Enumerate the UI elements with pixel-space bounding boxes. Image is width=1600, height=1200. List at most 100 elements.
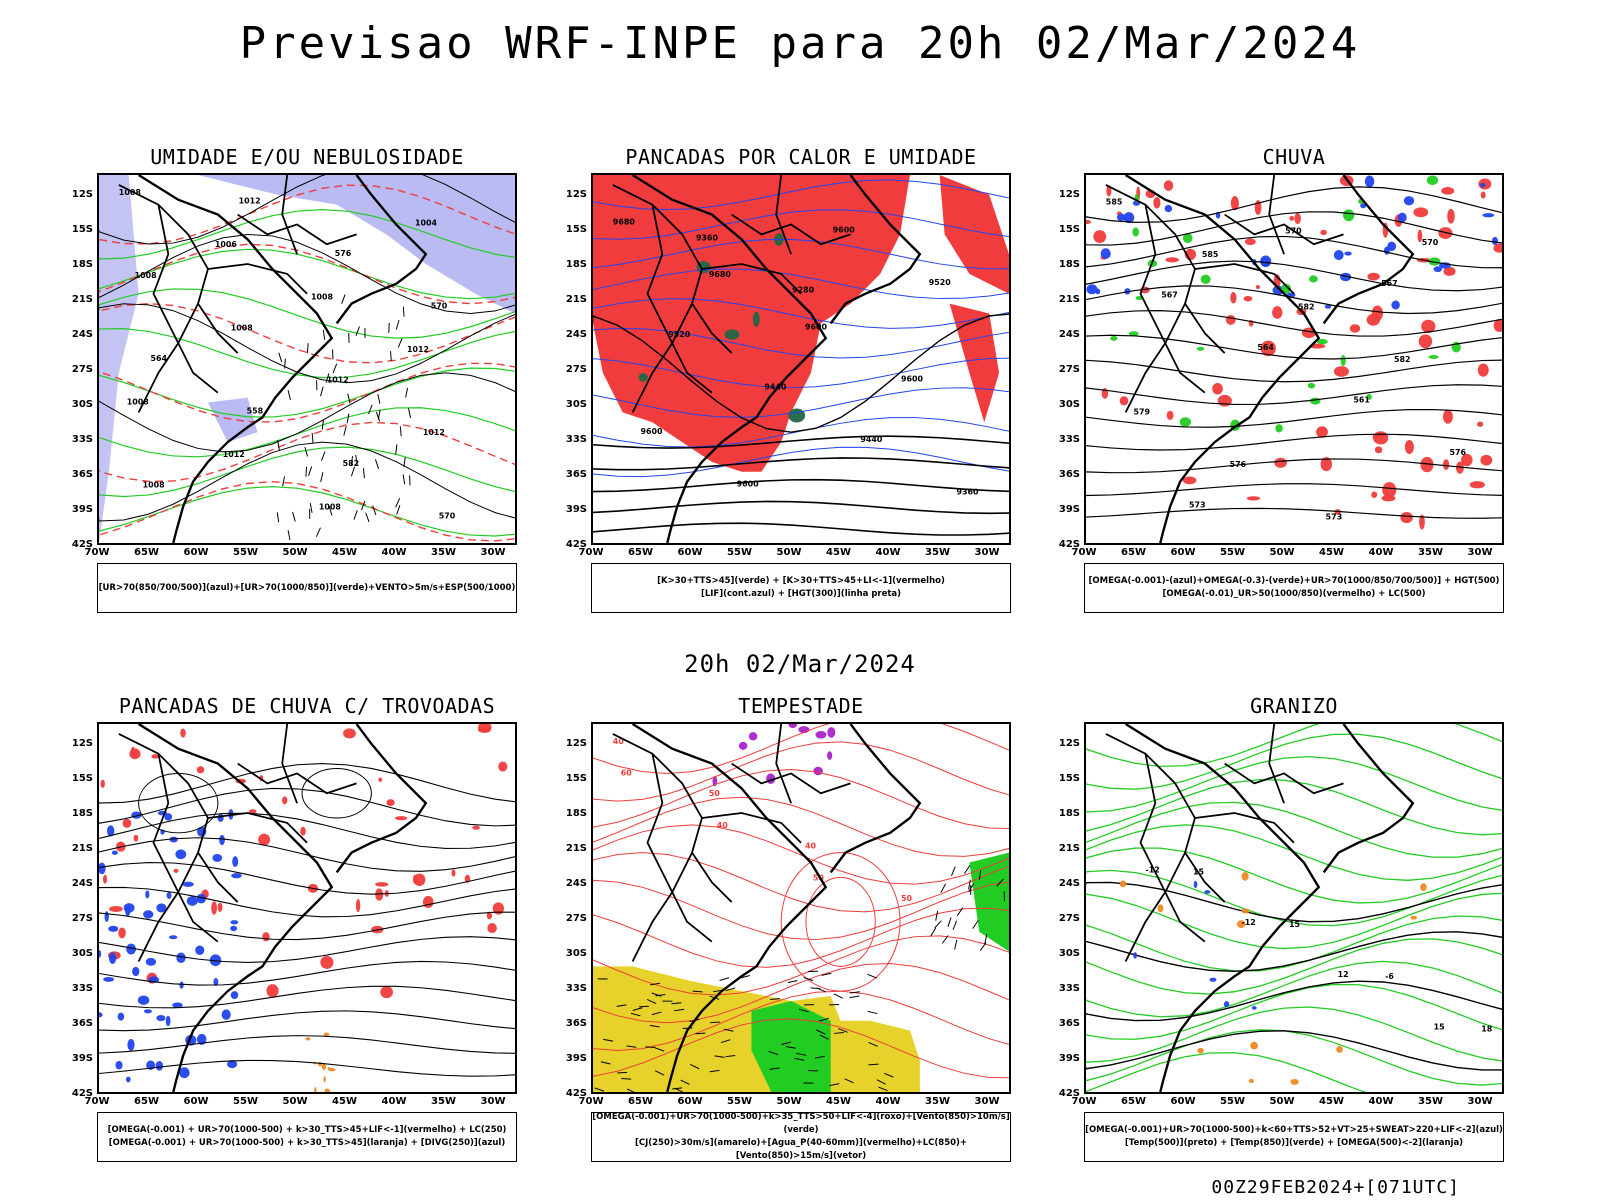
storm-patch bbox=[173, 868, 179, 873]
lat-tick-label: 21S bbox=[1058, 843, 1080, 854]
omega-patch bbox=[1482, 213, 1495, 218]
lon-tick-label: 55W bbox=[727, 547, 752, 558]
coastline-north bbox=[1322, 724, 1415, 874]
lon-tick-label: 65W bbox=[134, 547, 159, 558]
rain-patch bbox=[1419, 514, 1425, 530]
hgt300-contour bbox=[593, 478, 1009, 493]
lat-tick-label: 27S bbox=[565, 364, 587, 375]
rain-patch bbox=[1442, 409, 1453, 424]
lat-tick-label: 39S bbox=[565, 504, 587, 515]
omega-patch bbox=[1164, 204, 1173, 213]
wind-vector bbox=[819, 1034, 830, 1040]
legend-line: [CJ(250)>30m/s](amarelo)+[Agua_P(40-60mm… bbox=[634, 1138, 968, 1161]
lat-tick-label: 21S bbox=[71, 843, 93, 854]
humidity-contour-green bbox=[99, 486, 515, 537]
hgt500-contour bbox=[1086, 384, 1502, 406]
coastline bbox=[1124, 724, 1321, 1092]
wind-vector bbox=[950, 866, 956, 877]
wind-vector bbox=[996, 878, 1004, 887]
divergence-patch bbox=[179, 1067, 190, 1079]
omega-patch bbox=[1123, 212, 1135, 224]
coastline bbox=[1124, 175, 1321, 543]
lon-tick-label: 45W bbox=[332, 1096, 357, 1107]
lon-tick-label: 60W bbox=[677, 1096, 703, 1107]
lon-tick-label: 65W bbox=[1121, 547, 1146, 558]
lon-tick-label: 35W bbox=[925, 547, 950, 558]
wind-vector bbox=[320, 451, 326, 461]
lon-axis: 70W 65W 60W 55W 50W 45W 40W 35W 30W bbox=[85, 1096, 517, 1110]
rain-patch bbox=[1316, 426, 1328, 438]
hgt500-contour bbox=[1086, 310, 1502, 337]
contour-label: 1008 bbox=[231, 323, 254, 332]
rain-patch bbox=[1418, 334, 1433, 349]
state-border bbox=[731, 213, 851, 246]
panel-granizo: GRANIZO 12S 15S 18S 21S 24S 27S 30S 33S 36S 39S 42… bbox=[1059, 694, 1504, 1164]
state-border bbox=[631, 303, 693, 413]
contour-label: 1012 bbox=[327, 376, 349, 385]
wind-vector bbox=[785, 1046, 796, 1049]
lat-tick-label: 18S bbox=[1058, 808, 1080, 819]
storm-patch bbox=[422, 895, 434, 908]
legend-line: [OMEGA(-0.01)_UR>50(1000/850)(vermelho) … bbox=[1162, 589, 1426, 599]
rain-patch bbox=[1443, 266, 1456, 276]
pwat-contour bbox=[593, 824, 1009, 885]
wind-vector bbox=[941, 935, 949, 944]
lon-tick-label: 35W bbox=[1418, 1096, 1443, 1107]
legend-umidade: [UR>70(850/700/500)](azul)+[UR>70(1000/8… bbox=[97, 563, 517, 613]
lon-axis: 70W 65W 60W 55W 50W 45W 40W 35W 30W bbox=[579, 1096, 1011, 1110]
omega-patch bbox=[1100, 248, 1111, 259]
lat-tick-label: 39S bbox=[1058, 504, 1080, 515]
rain-patch bbox=[1469, 481, 1485, 489]
instability-area bbox=[949, 303, 1000, 423]
lat-tick-label: 33S bbox=[1058, 983, 1080, 994]
hgt300-contour bbox=[593, 500, 1009, 515]
wind-vector bbox=[972, 920, 979, 929]
coastline bbox=[137, 724, 334, 1092]
divergence-patch bbox=[168, 935, 178, 940]
wind-vector bbox=[332, 363, 338, 374]
green-cell bbox=[724, 329, 740, 340]
humidity-contour-green bbox=[99, 209, 515, 260]
wind-vector bbox=[284, 358, 286, 369]
wind-vector bbox=[979, 942, 987, 951]
hgt500-contour bbox=[1086, 260, 1502, 292]
lat-tick-label: 12S bbox=[1058, 738, 1080, 749]
wind-vector bbox=[402, 306, 405, 317]
contour-label: 40 bbox=[717, 821, 729, 830]
wind-vector bbox=[603, 1038, 614, 1042]
divergence-patch bbox=[143, 1009, 152, 1014]
divergence-patch bbox=[132, 966, 140, 977]
pwat-contour bbox=[593, 852, 1009, 913]
lon-tick-label: 40W bbox=[875, 1096, 901, 1107]
lat-tick-label: 18S bbox=[1058, 259, 1080, 270]
wind-vector bbox=[627, 1088, 635, 1092]
lon-tick-label: 35W bbox=[1418, 547, 1443, 558]
wind-vector bbox=[361, 500, 366, 511]
lon-tick-label: 35W bbox=[431, 1096, 456, 1107]
omega-strong-patch bbox=[1132, 227, 1140, 237]
divergence-patch bbox=[115, 1060, 123, 1070]
rain-patch bbox=[1374, 446, 1383, 454]
storm-patch bbox=[103, 874, 108, 884]
temp850-contour bbox=[1086, 756, 1502, 813]
wind-vector bbox=[402, 474, 406, 485]
lat-tick-label: 36S bbox=[1058, 1018, 1080, 1029]
contour-label: 1008 bbox=[143, 481, 166, 490]
wind-vector bbox=[395, 444, 398, 455]
wind-vector bbox=[984, 934, 988, 945]
rain-patch bbox=[1230, 195, 1239, 211]
lat-tick-label: 42S bbox=[1058, 539, 1080, 550]
map-trovoadas bbox=[97, 722, 517, 1094]
temp850-contour bbox=[1086, 1052, 1367, 1092]
rain-patch bbox=[1493, 318, 1502, 332]
lon-tick-label: 65W bbox=[1121, 1096, 1146, 1107]
lon-tick-label: 40W bbox=[875, 547, 901, 558]
lif-contour bbox=[593, 417, 1009, 448]
contour-label: 12 bbox=[1338, 970, 1349, 979]
contour-label: 582 bbox=[1394, 355, 1411, 364]
storm-patch bbox=[486, 911, 493, 920]
lon-tick-label: 45W bbox=[1319, 1096, 1344, 1107]
panel-chuva: CHUVA 12S 15S 18S 21S 24S 27S 30S 33S 36S 39S 42S … bbox=[1059, 145, 1504, 615]
humidity-contour-green bbox=[99, 328, 515, 379]
contour-label: 1012 bbox=[407, 345, 429, 354]
